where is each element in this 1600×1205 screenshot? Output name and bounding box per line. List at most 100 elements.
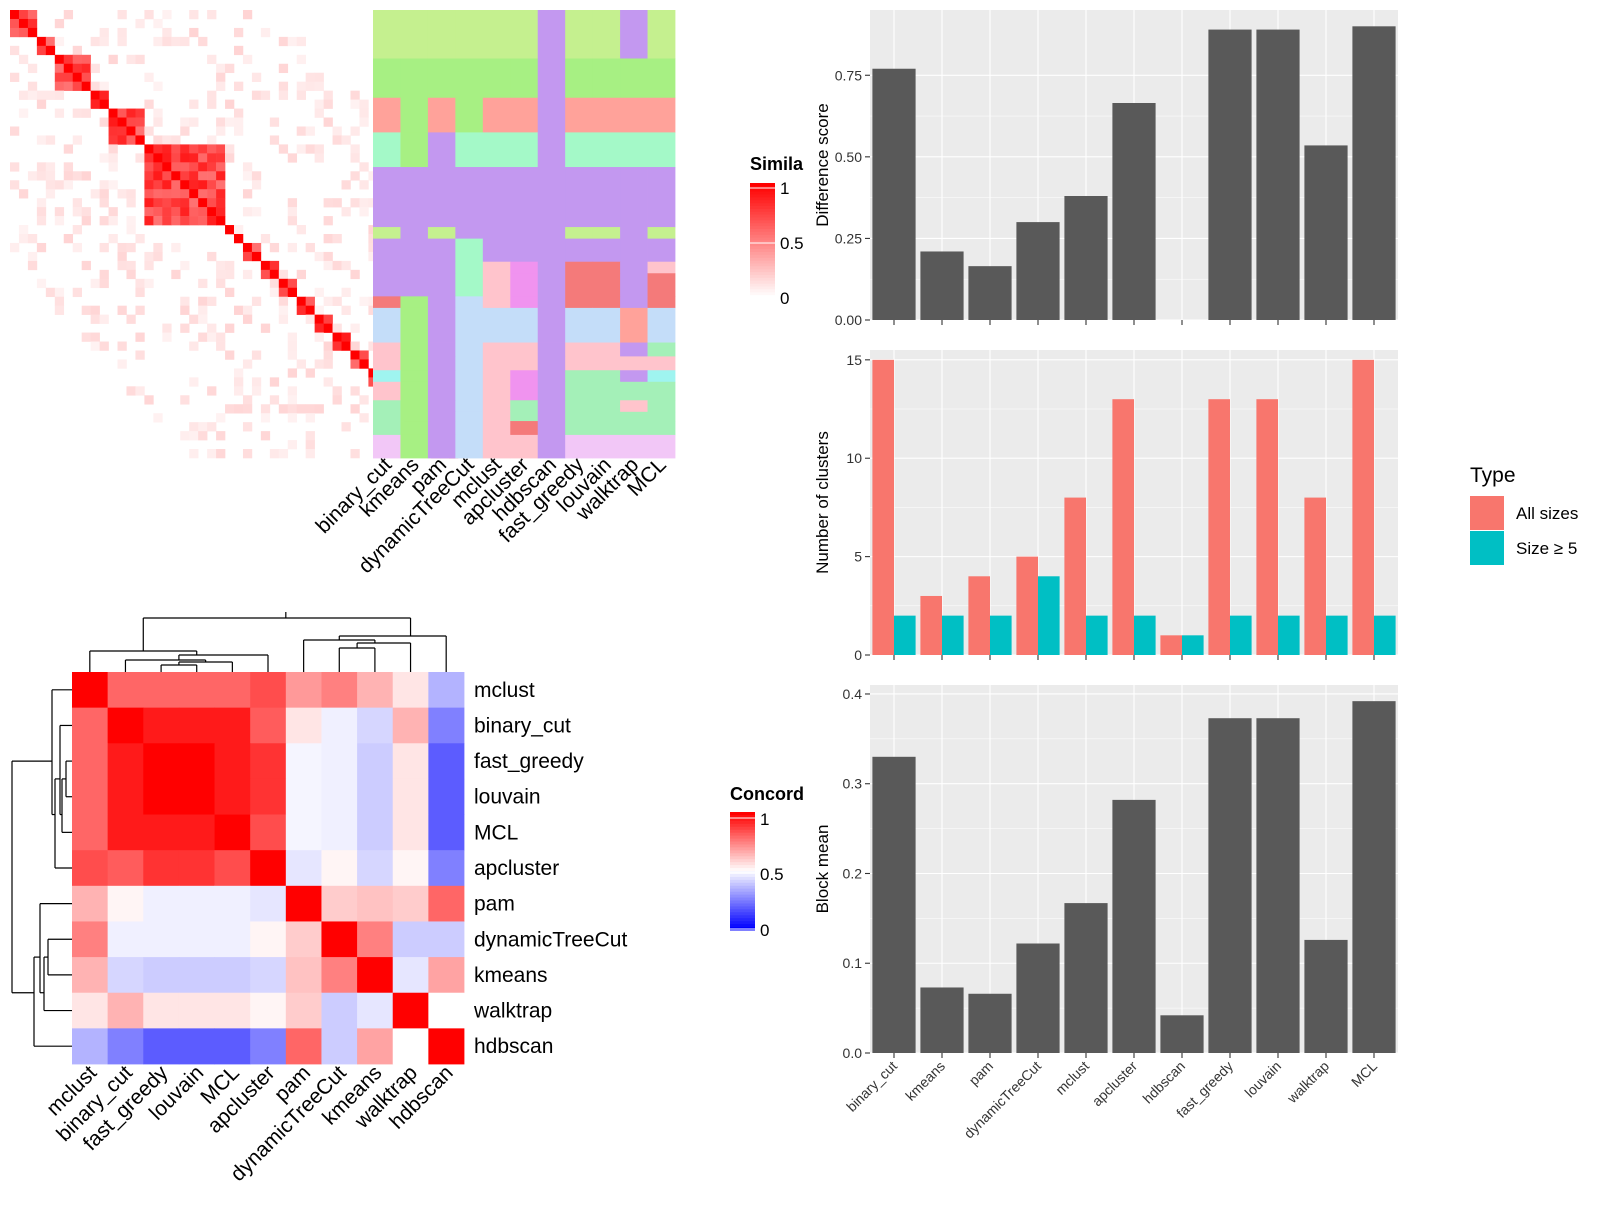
similarity-cell bbox=[287, 287, 298, 298]
similarity-cell bbox=[189, 198, 199, 208]
concordance-cell bbox=[392, 957, 429, 994]
similarity-cell bbox=[314, 144, 324, 154]
similarity-cell bbox=[359, 198, 369, 208]
similarity-cell bbox=[171, 153, 181, 163]
similarity-cell bbox=[27, 251, 38, 262]
similarity-cell bbox=[153, 207, 163, 217]
membership-cell bbox=[620, 411, 648, 422]
similarity-cell bbox=[153, 189, 163, 199]
similarity-cell bbox=[323, 198, 333, 208]
membership-cell bbox=[427, 421, 456, 436]
similarity-cell bbox=[287, 198, 298, 208]
similarity-cell bbox=[225, 404, 235, 414]
bar-size-ge5 bbox=[1374, 615, 1396, 655]
y-tick-label: 0.1 bbox=[843, 955, 863, 971]
similarity-cell bbox=[216, 153, 226, 163]
membership-cell bbox=[400, 381, 429, 401]
membership-cell bbox=[592, 356, 621, 371]
similarity-cell bbox=[207, 296, 217, 306]
concordance-cell bbox=[178, 921, 215, 958]
similarity-cell bbox=[350, 153, 360, 163]
concordance-cell bbox=[285, 672, 322, 709]
concordance-cell bbox=[214, 957, 251, 994]
concordance-cell bbox=[392, 1028, 429, 1065]
membership-cell bbox=[647, 10, 676, 59]
similarity-cell bbox=[207, 144, 217, 154]
similarity-cell bbox=[153, 117, 163, 127]
similarity-cell bbox=[90, 81, 100, 91]
similarity-cell bbox=[81, 305, 91, 315]
type-legend: Type All sizes Size ≥ 5 bbox=[1470, 464, 1578, 565]
concordance-cell bbox=[428, 850, 465, 887]
membership-cell bbox=[537, 400, 566, 413]
membership-cell bbox=[482, 273, 511, 297]
bar-all-sizes bbox=[1016, 556, 1038, 655]
membership-cell bbox=[647, 421, 676, 436]
similarity-cell bbox=[332, 341, 342, 351]
similarity-cell bbox=[323, 377, 333, 387]
y-tick-label: 0.50 bbox=[835, 149, 862, 165]
similarity-cell bbox=[54, 54, 65, 65]
similarity-cell bbox=[198, 153, 208, 163]
membership-cell bbox=[537, 307, 566, 343]
bar-all-sizes bbox=[1064, 497, 1086, 655]
concordance-cell bbox=[178, 707, 215, 744]
concordance-cell bbox=[357, 743, 394, 780]
similarity-cell bbox=[251, 350, 262, 360]
similarity-cell bbox=[198, 144, 208, 154]
similarity-cell bbox=[144, 180, 154, 190]
concordance-cell bbox=[428, 921, 465, 958]
bar-size-ge5 bbox=[894, 615, 916, 655]
similarity-cell bbox=[242, 54, 253, 65]
similarity-cell bbox=[126, 386, 136, 396]
x-tick-label: walktrap bbox=[1283, 1058, 1332, 1107]
similarity-cell bbox=[18, 225, 29, 235]
membership-cell bbox=[510, 342, 539, 357]
similarity-cell bbox=[216, 260, 226, 271]
concordance-cell bbox=[107, 885, 144, 922]
similarity-cell bbox=[350, 90, 360, 100]
membership-cell bbox=[482, 356, 511, 371]
similarity-cell bbox=[216, 63, 226, 74]
similarity-cell bbox=[162, 135, 172, 145]
membership-cell bbox=[537, 261, 566, 274]
similarity-cell bbox=[18, 18, 29, 29]
membership-cell bbox=[565, 273, 594, 297]
similarity-cell bbox=[63, 72, 74, 82]
similarity-cell bbox=[90, 314, 100, 324]
bar bbox=[872, 68, 916, 320]
similarity-cell bbox=[323, 260, 333, 271]
similarity-cell bbox=[117, 135, 127, 145]
concordance-row-label: hdbscan bbox=[474, 1035, 553, 1058]
similarity-cell bbox=[350, 126, 360, 136]
membership-cell bbox=[400, 370, 429, 383]
similarity-cell bbox=[18, 189, 29, 199]
similarity-cell bbox=[225, 269, 235, 280]
similarity-cell bbox=[99, 242, 109, 253]
concordance-cell bbox=[285, 885, 322, 922]
similarity-cell bbox=[126, 260, 136, 271]
concordance-cell bbox=[178, 778, 215, 815]
concordance-legend-title: Concord bbox=[730, 784, 804, 804]
similarity-cell bbox=[234, 234, 244, 244]
similarity-cell bbox=[323, 234, 333, 244]
membership-cell bbox=[482, 167, 511, 228]
membership-cell bbox=[455, 238, 484, 263]
membership-cell bbox=[565, 381, 594, 401]
similarity-cell bbox=[90, 36, 100, 47]
concordance-cell bbox=[107, 814, 144, 851]
similarity-cell bbox=[242, 449, 253, 459]
similarity-cell bbox=[10, 242, 20, 253]
membership-cell bbox=[592, 411, 621, 422]
similarity-cell bbox=[350, 323, 360, 333]
similarity-cell bbox=[180, 431, 190, 441]
similarity-cell bbox=[278, 296, 289, 306]
membership-cell bbox=[592, 370, 621, 383]
y-tick-label: 0.00 bbox=[835, 312, 862, 328]
similarity-cell bbox=[323, 314, 333, 324]
similarity-cell bbox=[117, 117, 127, 127]
similarity-cell bbox=[287, 153, 298, 163]
similarity-color-bar bbox=[750, 183, 775, 299]
concordance-row-label: pam bbox=[474, 893, 515, 916]
